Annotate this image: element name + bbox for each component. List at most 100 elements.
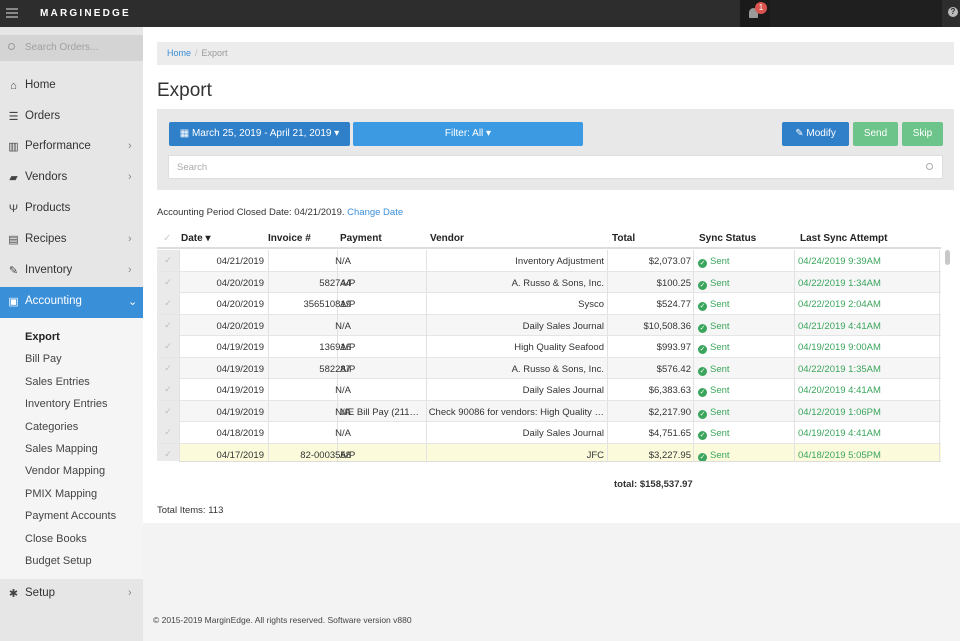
column-header-sync-status[interactable]: Sync Status: [699, 233, 757, 244]
notifications-button[interactable]: 1: [740, 0, 770, 27]
truck-icon: ▰: [9, 172, 18, 184]
column-divider: [693, 250, 694, 271]
brand-logo[interactable]: MARGINEDGE: [40, 8, 131, 19]
bar-chart-icon: ▥: [8, 141, 19, 153]
sidebar-item-orders[interactable]: ☰ Orders: [0, 102, 143, 133]
help-icon[interactable]: ?: [948, 7, 958, 17]
change-date-link[interactable]: Change Date: [347, 207, 404, 218]
row-checkbox[interactable]: ✓: [157, 314, 179, 336]
sidebar-item-inventory[interactable]: ✎ Inventory ›: [0, 256, 143, 287]
bell-icon: [749, 8, 758, 18]
column-divider: [426, 357, 427, 379]
search-icon: [926, 163, 933, 170]
table-footer: [179, 461, 941, 475]
table-row[interactable]: ✓ 04/19/2019 N/A Daily Sales Journal $6,383.…: [157, 379, 941, 401]
row-checkbox[interactable]: ✓: [157, 293, 179, 314]
user-menu[interactable]: [770, 0, 942, 27]
row-checkbox[interactable]: ✓: [157, 357, 179, 379]
menu-icon[interactable]: [6, 8, 18, 18]
column-divider: [693, 443, 694, 461]
table-row[interactable]: ✓ 04/19/2019 582287 A/P A. Russo & Sons, Inc…: [157, 357, 941, 379]
row-checkbox[interactable]: ✓: [157, 250, 179, 271]
row-checkbox[interactable]: ✓: [157, 422, 179, 443]
row-checkbox[interactable]: ✓: [157, 271, 179, 293]
sidebar-search[interactable]: Search Orders...: [0, 35, 143, 61]
modify-button[interactable]: ✎ Modify: [782, 122, 849, 146]
cell-total: $3,227.95: [648, 449, 691, 461]
submenu-item-bill-pay[interactable]: Bill Pay: [25, 353, 62, 366]
cutlery-icon: Ψ: [8, 203, 19, 215]
export-search-input[interactable]: Search: [168, 155, 943, 179]
cell-total: $993.97: [656, 342, 691, 353]
table-row[interactable]: ✓ 04/20/2019 582744 A/P A. Russo & Sons, Inc…: [157, 271, 941, 293]
column-divider: [179, 443, 180, 461]
column-header-vendor[interactable]: Vendor: [430, 233, 464, 244]
main-content: Home / Export Export ▦ March 25, 2019 - Ap…: [143, 27, 960, 523]
row-checkbox[interactable]: ✓: [157, 400, 179, 422]
check-circle-icon: ✓: [698, 452, 707, 461]
sidebar-item-label: Inventory: [25, 264, 73, 276]
sync-status-label: Sent: [710, 363, 730, 375]
column-divider: [179, 314, 180, 336]
column-header-last-sync-attempt[interactable]: Last Sync Attempt: [800, 233, 888, 244]
filter-button[interactable]: Filter: All ▾: [353, 122, 583, 146]
column-divider: [607, 422, 608, 443]
submenu-item-sales-entries[interactable]: Sales Entries: [25, 375, 90, 388]
cell-date: 04/20/2019: [216, 320, 264, 332]
sidebar-item-recipes[interactable]: ▤ Recipes ›: [0, 225, 143, 256]
table-row[interactable]: ✓ 04/17/2019 82-0003558 A/P JFC $3,227.95 ✓ Sen…: [157, 443, 941, 461]
submenu-item-categories[interactable]: Categories: [25, 420, 79, 433]
cell-vendor: Daily Sales Journal: [522, 385, 604, 396]
submenu-item-sales-mapping[interactable]: Sales Mapping: [25, 443, 98, 455]
column-divider: [939, 293, 940, 314]
column-header-payment[interactable]: Payment: [340, 233, 382, 244]
column-header-total[interactable]: Total: [612, 233, 636, 244]
column-header-date[interactable]: Date ▾: [181, 233, 211, 244]
select-all-checkbox[interactable]: ✓: [163, 233, 172, 244]
sidebar-search-placeholder: Search Orders...: [25, 42, 99, 53]
submenu-item-budget-setup[interactable]: Budget Setup: [25, 555, 92, 567]
column-divider: [426, 314, 427, 336]
sidebar-item-products[interactable]: Ψ Products: [0, 194, 143, 225]
cell-payment: A/P: [340, 299, 356, 310]
table-row[interactable]: ✓ 04/18/2019 N/A Daily Sales Journal $4,751.…: [157, 422, 941, 444]
cell-sync-status: ✓ Sent: [698, 450, 730, 461]
date-range-button[interactable]: ▦ March 25, 2019 - April 21, 2019 ▾: [169, 122, 350, 146]
cell-date: 04/20/2019: [216, 299, 264, 310]
sync-status-label: Sent: [710, 342, 730, 353]
column-header-invoice[interactable]: Invoice #: [268, 233, 311, 244]
submenu-item-inventory-entries[interactable]: Inventory Entries: [25, 398, 108, 411]
table-row[interactable]: ✓ 04/19/2019 136916 A/P High Quality Seafood…: [157, 336, 941, 358]
row-checkbox[interactable]: ✓: [157, 336, 179, 357]
table-row[interactable]: ✓ 04/19/2019 N/A ME Bill Pay (211… Check 900…: [157, 400, 941, 422]
breadcrumb-home[interactable]: Home: [167, 48, 192, 58]
table-row[interactable]: ✓ 04/21/2019 N/A Inventory Adjustment $2,073…: [157, 250, 941, 272]
column-divider: [337, 271, 338, 293]
submenu-item-export[interactable]: Export: [25, 331, 60, 343]
submenu-item-vendor-mapping[interactable]: Vendor Mapping: [25, 465, 106, 478]
cell-total: $2,073.07: [648, 256, 691, 267]
sidebar-item-setup[interactable]: ✱ Setup ›: [0, 579, 143, 610]
sidebar-item-home[interactable]: ⌂ Home: [0, 71, 143, 102]
send-button[interactable]: Send: [853, 122, 898, 146]
notification-badge: 1: [755, 2, 767, 14]
table-scrollbar[interactable]: [945, 250, 950, 265]
table-row[interactable]: ✓ 04/20/2019 356510819 A/P Sysco $524.77 ✓ Sent…: [157, 293, 941, 315]
column-divider: [794, 379, 795, 400]
cell-invoice: N/A: [335, 320, 351, 332]
breadcrumb: Home / Export: [157, 42, 954, 65]
cell-payment: A/P: [340, 342, 356, 353]
submenu-item-pmix-mapping[interactable]: PMIX Mapping: [25, 487, 98, 500]
sidebar-item-accounting[interactable]: ▣ Accounting ⌄: [0, 287, 143, 318]
row-checkbox[interactable]: ✓: [157, 443, 179, 461]
sync-status-label: Sent: [710, 385, 730, 396]
sidebar-item-performance[interactable]: ▥ Performance ›: [0, 132, 143, 163]
table-row[interactable]: ✓ 04/20/2019 N/A Daily Sales Journal $10,508…: [157, 314, 941, 336]
column-divider: [794, 357, 795, 379]
skip-button[interactable]: Skip: [902, 122, 943, 146]
sidebar-item-vendors[interactable]: ▰ Vendors ›: [0, 163, 143, 194]
submenu-item-close-books[interactable]: Close Books: [25, 532, 87, 545]
column-divider: [179, 271, 180, 293]
submenu-item-payment-accounts[interactable]: Payment Accounts: [25, 510, 117, 523]
row-checkbox[interactable]: ✓: [157, 379, 179, 400]
